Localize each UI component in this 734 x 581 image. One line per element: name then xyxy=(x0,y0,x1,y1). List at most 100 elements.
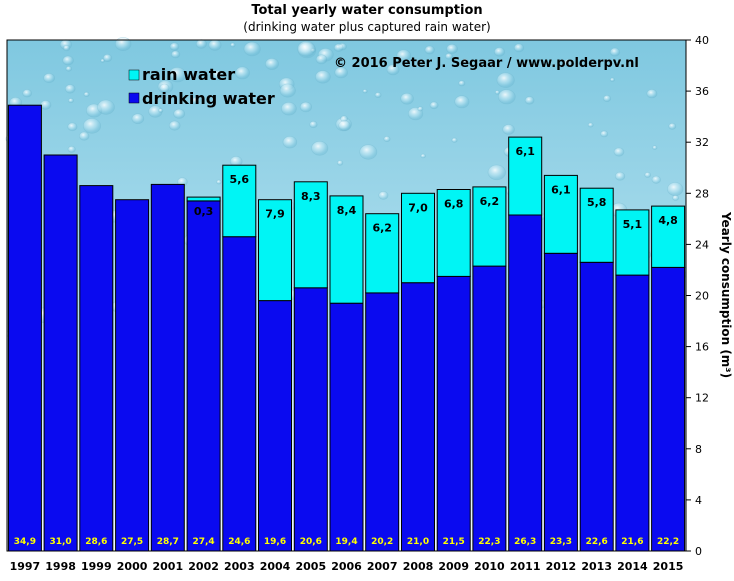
water-drop xyxy=(315,54,328,65)
bar-drinking-water xyxy=(508,214,543,552)
water-drop xyxy=(524,96,535,105)
water-drop xyxy=(297,40,316,57)
water-drop xyxy=(494,90,500,95)
water-drop xyxy=(386,64,400,76)
water-drop xyxy=(383,136,391,143)
water-drop xyxy=(195,39,207,49)
x-tick-label: 2013 xyxy=(581,560,612,573)
water-drop xyxy=(644,171,652,178)
water-drop xyxy=(158,108,164,113)
legend-swatch-rain-water xyxy=(128,69,140,81)
bar-drinking-water xyxy=(186,200,221,552)
bar-drinking-water xyxy=(401,282,435,552)
water-drop xyxy=(65,66,73,72)
bar-drinking-water xyxy=(615,274,650,552)
rain-value-label: 5,6 xyxy=(230,173,250,186)
y-tick-label: 28 xyxy=(695,187,709,200)
water-drop xyxy=(131,113,145,124)
rain-value-label: 7,9 xyxy=(265,208,285,221)
rain-value-label: 5,1 xyxy=(623,218,643,231)
drinking-value-label: 27,5 xyxy=(121,537,143,547)
water-drop xyxy=(417,106,424,112)
x-tick-label: 1998 xyxy=(45,560,76,573)
x-tick-label: 2004 xyxy=(260,560,291,573)
bar-rain-water xyxy=(579,187,614,263)
bar-drinking-water xyxy=(7,104,42,552)
water-drop xyxy=(646,89,658,99)
water-drop xyxy=(613,147,625,157)
water-drop xyxy=(191,96,201,105)
water-drop xyxy=(102,53,113,62)
legend: rain water drinking water xyxy=(128,65,275,108)
water-drop xyxy=(62,55,74,66)
bar-drinking-water xyxy=(543,252,578,552)
water-drop xyxy=(83,91,90,97)
bar-rain-water xyxy=(543,174,578,254)
legend-swatch-drinking-water xyxy=(128,92,140,104)
water-drop xyxy=(461,58,469,65)
value-labels-layer: 34,9 31,0 28,6 27,5 28,7 0,3 27,4 5,6 24,6 7,9 19,… xyxy=(14,145,679,547)
water-drop xyxy=(672,194,679,201)
water-drop xyxy=(62,44,71,52)
water-drop xyxy=(374,92,382,98)
bar-drinking-water xyxy=(293,287,328,552)
bar-drinking-water xyxy=(329,302,364,552)
rain-value-label: 0,3 xyxy=(194,205,214,218)
bar-drinking-water xyxy=(150,183,185,552)
y-tick-label: 20 xyxy=(695,290,709,303)
bar-drinking-water xyxy=(436,275,471,552)
x-tick-label: 2014 xyxy=(617,560,648,573)
bar-rain-water xyxy=(508,136,543,216)
water-drop xyxy=(445,52,453,60)
x-tick-label: 2012 xyxy=(546,560,577,573)
rain-value-label: 6,2 xyxy=(480,195,500,208)
bar-drinking-water xyxy=(472,265,507,552)
bar-drinking-water xyxy=(258,300,292,552)
water-drop xyxy=(168,120,181,131)
rain-value-label: 6,2 xyxy=(372,222,392,235)
legend-label-drinking-water: drinking water xyxy=(142,89,275,108)
drinking-value-label: 21,0 xyxy=(407,537,429,547)
water-drop xyxy=(513,43,525,53)
water-drop xyxy=(282,136,298,149)
water-drop xyxy=(67,145,76,153)
water-drop xyxy=(97,99,115,115)
water-drop xyxy=(451,137,458,143)
water-drop xyxy=(281,101,297,116)
drinking-value-label: 22,3 xyxy=(478,537,500,547)
water-drop xyxy=(168,67,187,83)
rain-value-label: 8,4 xyxy=(337,204,357,217)
rain-value-label: 8,3 xyxy=(301,190,321,203)
water-drop xyxy=(614,171,626,181)
x-tick-label: 2002 xyxy=(188,560,219,573)
x-tick-label: 2011 xyxy=(510,560,541,573)
y-tick-label: 40 xyxy=(695,34,709,47)
y-tick-label: 12 xyxy=(695,392,709,405)
water-drop xyxy=(362,89,368,94)
y-tick-label: 4 xyxy=(695,494,702,507)
water-drop xyxy=(651,175,661,184)
drinking-value-label: 20,2 xyxy=(371,537,393,547)
drinking-value-label: 23,3 xyxy=(550,537,572,547)
water-drop xyxy=(68,98,74,104)
rain-value-label: 6,8 xyxy=(444,198,464,211)
rain-value-label: 4,8 xyxy=(658,214,678,227)
bar-drinking-water xyxy=(222,236,257,552)
bar-drinking-water xyxy=(79,185,114,552)
water-drop xyxy=(243,41,261,57)
x-tick-label: 2008 xyxy=(403,560,434,573)
x-tick-label: 2001 xyxy=(152,560,183,573)
water-drop xyxy=(315,70,331,84)
water-drop xyxy=(496,72,515,88)
bar-rain-water xyxy=(436,189,471,277)
bar-rain-water xyxy=(651,205,686,268)
water-drop xyxy=(600,130,609,138)
water-drop xyxy=(83,118,102,134)
bar-rain-water xyxy=(329,195,364,304)
water-drop xyxy=(78,131,90,141)
drinking-value-label: 24,6 xyxy=(228,537,250,547)
water-drop xyxy=(603,95,612,103)
water-drop xyxy=(487,164,506,181)
y-tick-label: 8 xyxy=(695,443,702,456)
bar-rain-water xyxy=(258,199,292,302)
